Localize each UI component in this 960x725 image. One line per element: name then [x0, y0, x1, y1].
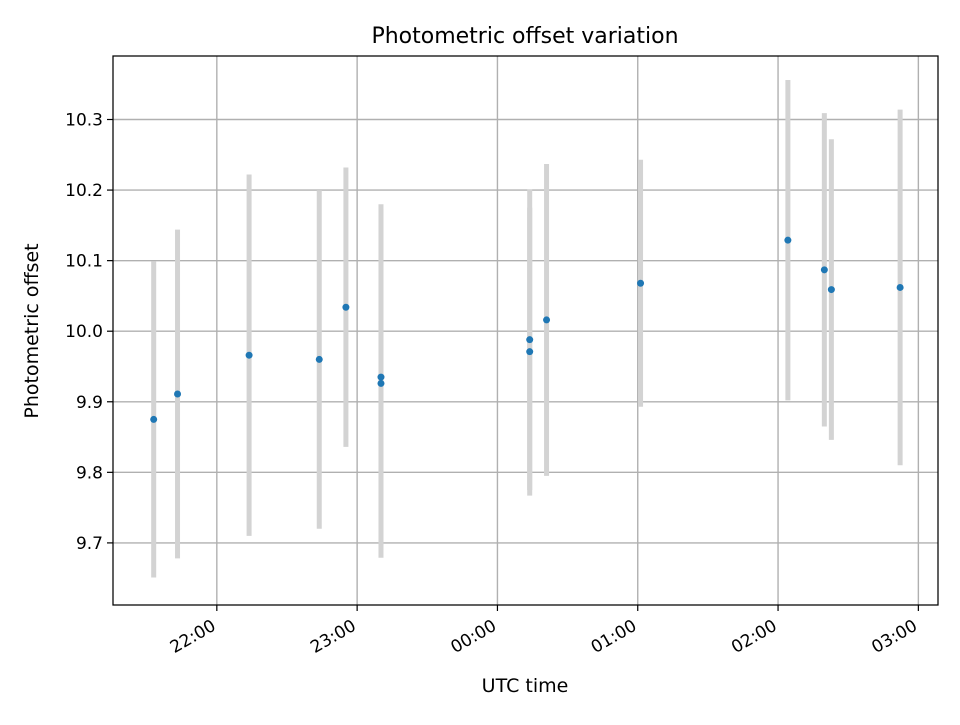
data-point [896, 283, 904, 291]
y-tick-label: 10.3 [65, 111, 103, 131]
data-point [150, 415, 158, 423]
data-point [377, 373, 385, 381]
data-point [342, 303, 350, 311]
data-point [174, 390, 182, 398]
data-point [784, 236, 792, 244]
plot-area-frame [112, 55, 939, 606]
y-axis-label: Photometric offset [21, 243, 43, 418]
data-point [637, 279, 645, 287]
data-point [526, 336, 534, 344]
data-point [526, 348, 534, 356]
data-point [543, 316, 551, 324]
data-point [245, 351, 253, 359]
y-tick-label: 10.1 [65, 252, 103, 272]
y-tick-label: 9.9 [76, 393, 103, 413]
y-tick-label: 10.0 [65, 322, 103, 342]
y-tick-label: 9.7 [76, 534, 103, 554]
chart-title: Photometric offset variation [371, 24, 678, 49]
data-point [315, 355, 323, 363]
y-tick-label: 10.2 [65, 181, 103, 201]
data-point [377, 379, 385, 387]
x-axis-label: UTC time [482, 675, 569, 697]
point-layer [150, 236, 904, 423]
y-tick-label: 9.8 [76, 463, 103, 483]
data-point [827, 286, 835, 294]
data-point [820, 266, 828, 274]
